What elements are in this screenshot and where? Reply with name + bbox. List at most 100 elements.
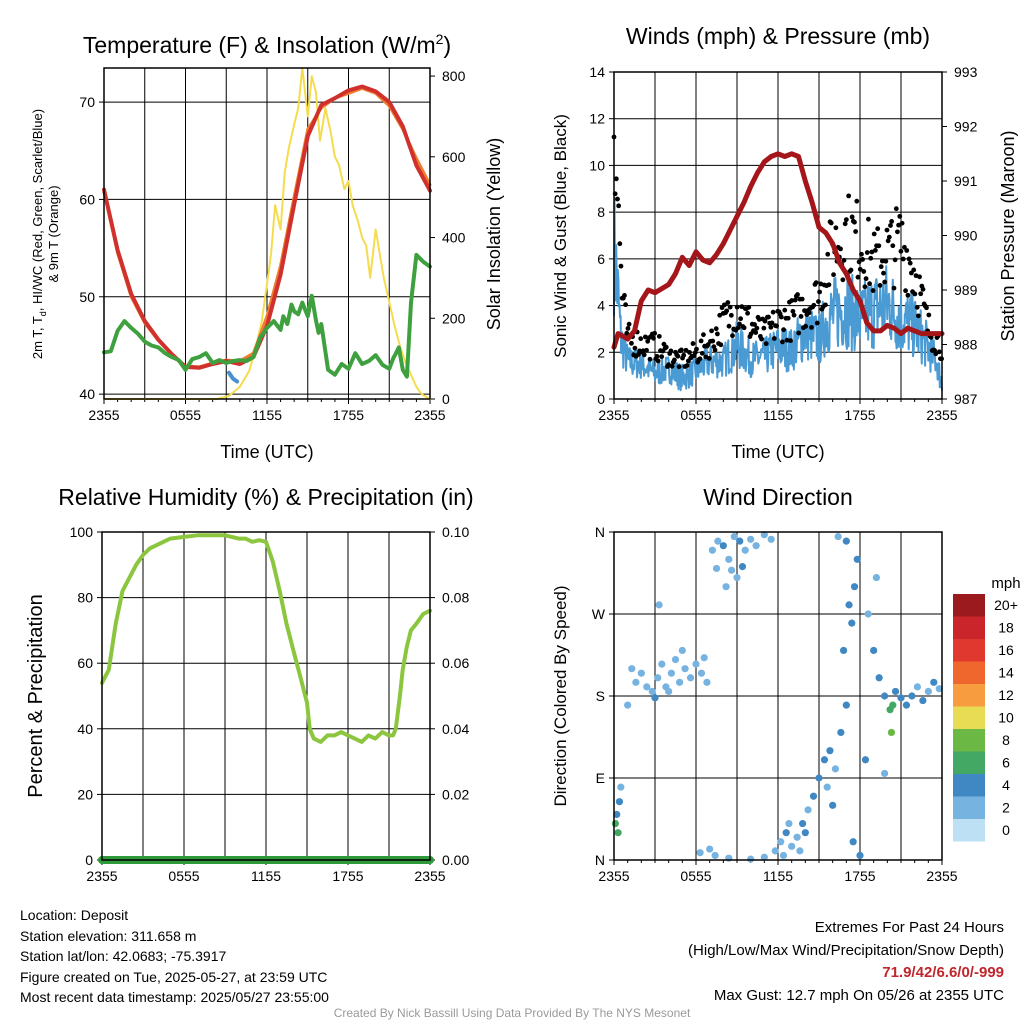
temp-right-axis-label: Solar Insolation (Yellow) [484,138,504,330]
x-tick-label: 1155 [763,407,793,423]
gust-point [663,344,669,350]
gust-point [891,285,897,291]
direction-point [681,665,689,673]
gust-point [817,289,823,295]
y-tick-label: 0 [85,852,93,868]
gust-point [895,229,900,235]
gust-point [684,363,690,368]
gust-point [622,293,627,298]
gust-point [754,325,760,331]
colorbar-label: 0 [1002,822,1010,838]
y-right-tick-label: 987 [954,391,978,407]
direction-grid [614,532,942,860]
gust-point [814,320,820,326]
gust-point [859,251,864,257]
gust-point [701,332,706,338]
direction-point [853,555,861,563]
direction-point [782,829,790,837]
gust-point [706,355,712,361]
gust-point [855,274,861,280]
y-tick-label: 60 [79,191,95,207]
direction-point [727,566,736,574]
gust-point [809,325,814,330]
gust-point [843,217,849,223]
direction-point [908,692,916,700]
direction-point [686,674,695,682]
gust-point [641,352,647,358]
direction-point [815,774,823,782]
gust-point [791,312,797,318]
direction-points [611,531,943,863]
direction-point [658,660,666,668]
rh-grid [102,532,430,860]
y-right-tick-label: 993 [954,64,978,80]
gust-point [782,307,788,313]
temp-x-axis-label: Time (UTC) [220,442,313,462]
colorbar-label: 4 [1002,777,1010,793]
gust-point [867,281,872,287]
colorbar-swatch [953,819,985,842]
gust-point [852,219,857,225]
gust-point [798,314,804,319]
gust-point [687,349,692,355]
y-tick-label: 8 [597,204,605,220]
colorbar-label: 20+ [994,597,1018,613]
gust-point [739,304,745,310]
direction-point [924,687,932,696]
gust-point [676,364,682,370]
y-tick-label: S [596,688,605,704]
colorbar-swatch [953,706,985,729]
y-right-tick-label: 600 [442,149,466,165]
y-tick-label: 4 [597,298,605,314]
y-right-tick-label: 0.10 [442,524,469,540]
gust-point [655,358,661,364]
gust-point [884,227,890,233]
gust-point [823,302,828,308]
gust-point [774,323,780,329]
direction-point [842,701,850,709]
y-tick-label: E [596,770,605,786]
colorbar-swatch [953,661,985,684]
x-tick-label: 1755 [332,868,363,884]
direction-point [632,678,640,686]
direction-point [849,838,857,846]
direction-point [760,531,768,539]
gust-point [770,309,776,315]
direction-point [678,646,686,655]
direction-point [654,674,662,682]
direction-point [848,619,856,627]
station-pressure-line [611,151,945,350]
rh-plot-frame [101,531,431,861]
gust-point [766,314,771,320]
gust-point [714,331,720,337]
direction-point [703,678,711,686]
gust-point [741,325,747,331]
direction-point [714,537,722,545]
winds-chart-title: Winds (mph) & Pressure (mb) [626,23,930,49]
x-tick-label: 2355 [926,868,957,884]
y-tick-label: 50 [79,289,95,305]
colorbar-label: 2 [1002,800,1010,816]
gust-point [900,256,906,262]
y-tick-label: 80 [77,590,93,606]
gust-point [745,310,750,316]
y-tick-label: 40 [79,386,95,402]
gust-point [898,248,904,254]
x-tick-label: 0555 [680,407,711,423]
gust-point [721,302,727,308]
direction-point [897,694,905,702]
gust-point [915,313,921,319]
y-right-tick-label: 0.00 [442,852,469,868]
direction-point [777,838,785,846]
colorbar-swatch [953,684,985,707]
gust-point [860,257,865,262]
colorbar-label: 16 [998,642,1014,658]
colorbar-swatch [953,639,985,662]
gust-point [698,338,704,344]
gust-point [825,251,831,257]
x-tick-label: 0555 [170,407,201,423]
gust-point [897,213,903,219]
y-tick-label: N [595,852,605,868]
direction-point [799,819,807,828]
